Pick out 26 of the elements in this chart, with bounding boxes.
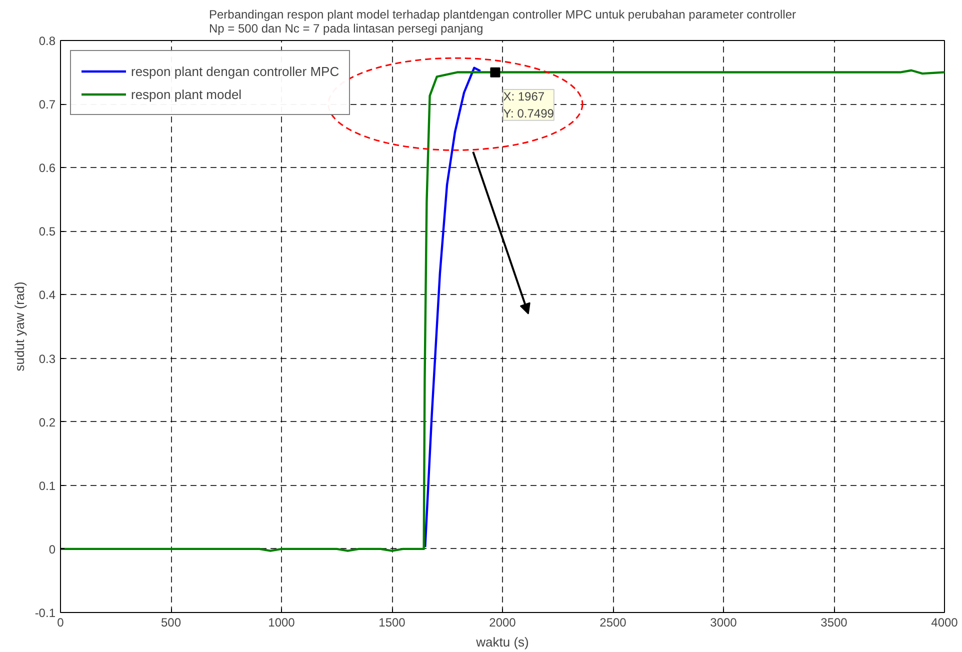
- y-tick-label: 0.5: [38, 224, 56, 239]
- y-tick-label: 0.8: [38, 34, 56, 48]
- x-tick-label: 1500: [378, 616, 406, 630]
- x-tick-label: 2500: [600, 616, 627, 630]
- y-tick-label: -0.1: [34, 606, 56, 620]
- annotation: X: 1967 Y: 0.7499: [503, 90, 554, 120]
- y-tick-label: 0.3: [38, 352, 56, 366]
- x-tick-label: 1000: [268, 616, 296, 630]
- line-series: [424, 66, 482, 548]
- legend-label: respon plant dengan controller MPC: [131, 64, 340, 78]
- y-axis-title: sudut yaw (rad): [12, 282, 27, 372]
- x-tick-label: 0: [57, 616, 64, 630]
- y-tick-label: 0.2: [38, 415, 56, 430]
- y-tick-label: 0.4: [38, 288, 56, 302]
- x-axis-title: waktu (s): [475, 634, 529, 650]
- chart-title: Perbandingan respon plant model terhadap plantdengan controller MPC untuk perubahan parameter controller Np = 500 dan Nc = 7 pada lintasan persegi panjang: [208, 8, 796, 36]
- x-tick-label: 4000: [931, 616, 958, 630]
- y-tick-label: 0.6: [38, 161, 56, 176]
- x-tick-label: 3000: [710, 616, 738, 630]
- x-tick-label: 2000: [489, 616, 516, 630]
- legend-label: respon plant model: [131, 86, 243, 102]
- x-tick-label: 3500: [820, 616, 848, 630]
- y-tick-label: 0: [48, 542, 56, 556]
- y-tick-label: 0.7: [38, 98, 56, 112]
- x-tick-label: 500: [160, 616, 182, 630]
- y-tick-label: 0.1: [38, 478, 56, 493]
